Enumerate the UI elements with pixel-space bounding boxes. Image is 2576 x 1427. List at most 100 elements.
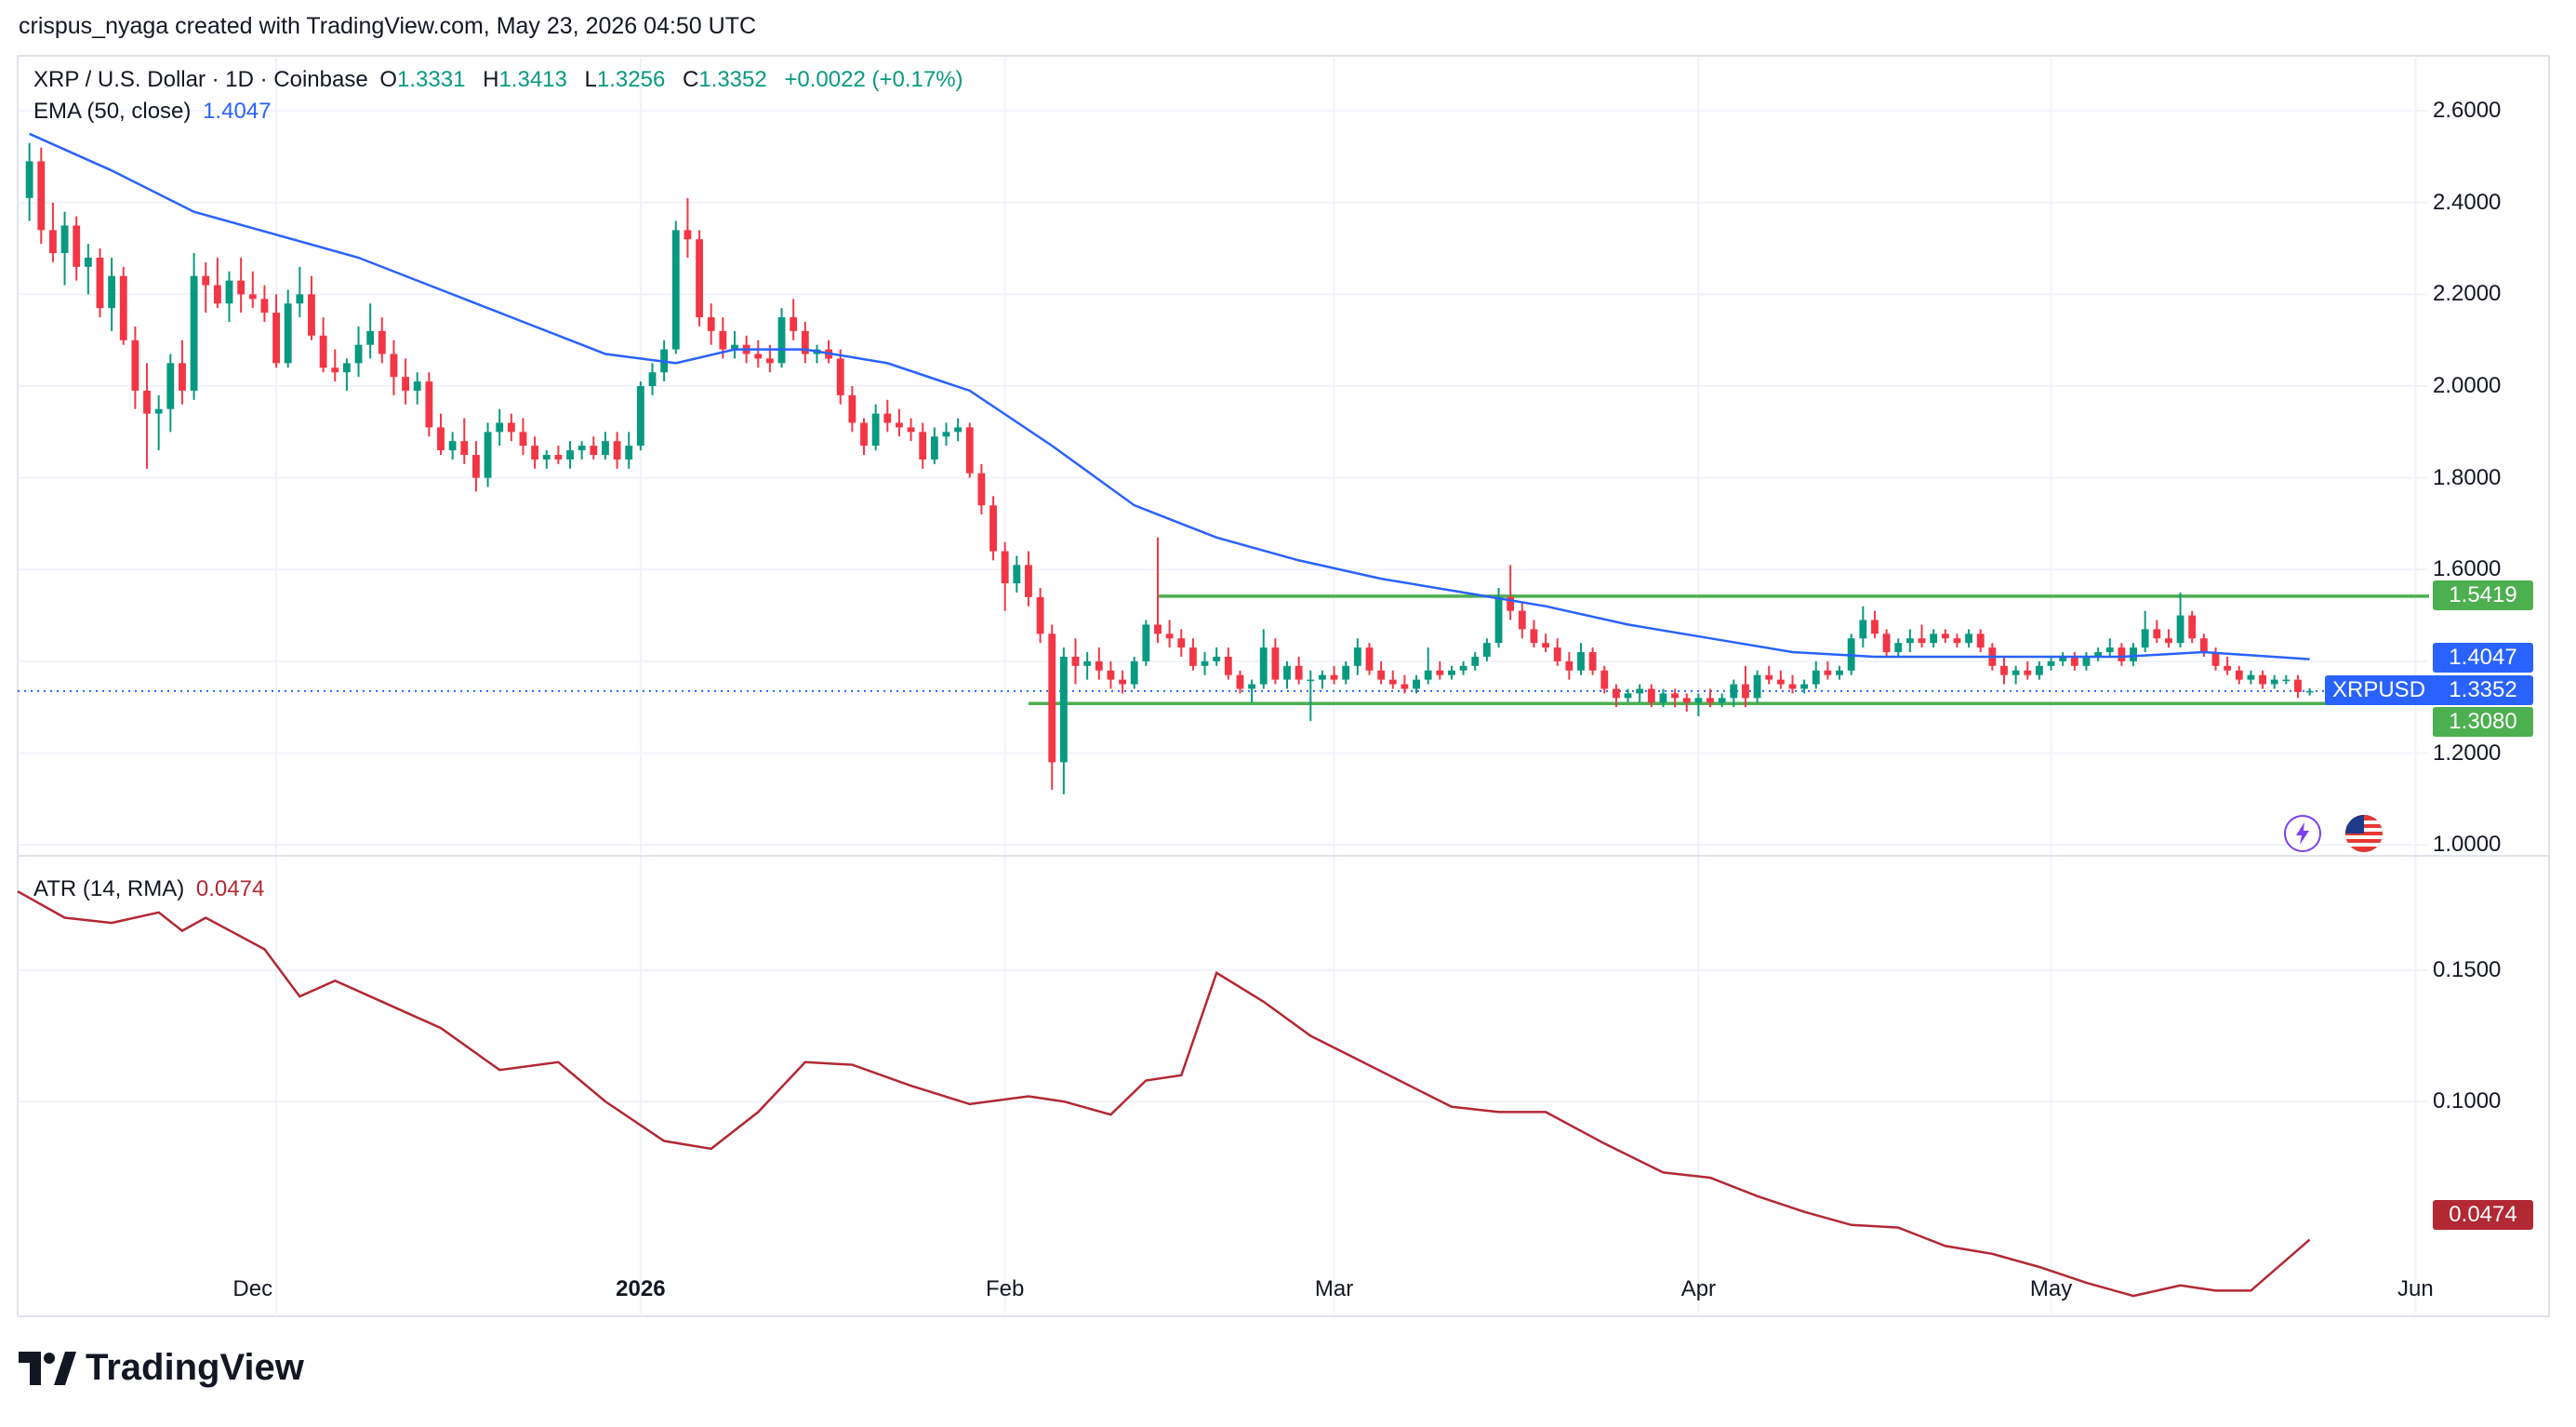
candle-body bbox=[1154, 624, 1162, 634]
candle-body bbox=[707, 317, 715, 331]
candle-body bbox=[2294, 679, 2302, 692]
candle bbox=[1624, 688, 1632, 703]
candle-body bbox=[1530, 629, 1538, 644]
candle-body bbox=[448, 441, 457, 451]
candle-body bbox=[1953, 638, 1961, 644]
candle bbox=[1718, 693, 1726, 708]
candle-body bbox=[2199, 638, 2208, 653]
symbol-name: XRP / U.S. Dollar · 1D · Coinbase bbox=[33, 67, 368, 92]
candle-body bbox=[1271, 647, 1280, 680]
candle-body bbox=[2176, 615, 2184, 644]
candle bbox=[119, 266, 127, 345]
candle-body bbox=[96, 257, 104, 309]
candle-body bbox=[883, 413, 892, 423]
atr-tick-label: 0.1000 bbox=[2433, 1088, 2502, 1114]
candle bbox=[2094, 647, 2103, 661]
ema-50-line bbox=[29, 132, 2310, 660]
candle bbox=[1482, 638, 1491, 661]
candle bbox=[1836, 665, 1843, 680]
candle-body bbox=[907, 427, 915, 433]
candle-body bbox=[1201, 660, 1209, 666]
candle bbox=[1518, 601, 1526, 639]
candle bbox=[1342, 660, 1350, 685]
candle bbox=[1507, 565, 1515, 620]
candle bbox=[613, 432, 621, 469]
candle bbox=[1001, 541, 1009, 611]
candle-body bbox=[1119, 679, 1126, 685]
candle bbox=[1776, 670, 1785, 689]
candle-body bbox=[1812, 670, 1820, 685]
candle bbox=[1859, 606, 1867, 648]
candle-body bbox=[1836, 670, 1843, 675]
lightning-icon[interactable] bbox=[2284, 815, 2321, 852]
candle-body bbox=[507, 422, 515, 433]
candle bbox=[96, 248, 104, 318]
candle-body bbox=[108, 275, 116, 309]
candle bbox=[1742, 665, 1749, 708]
us-flag-icon[interactable] bbox=[2345, 815, 2383, 852]
candle bbox=[2176, 592, 2184, 648]
candle-body bbox=[777, 317, 786, 364]
atr-legend[interactable]: ATR (14, RMA) 0.0474 bbox=[33, 876, 270, 902]
candle bbox=[1130, 656, 1138, 689]
price-tick-label: 1.0000 bbox=[2433, 832, 2502, 858]
price-tick-label: 1.6000 bbox=[2433, 556, 2502, 582]
candle bbox=[190, 253, 198, 400]
candle bbox=[225, 271, 233, 322]
candle-body bbox=[37, 161, 46, 231]
candle-body bbox=[1424, 670, 1432, 680]
candle bbox=[1154, 537, 1162, 644]
ohlc-close-value: 1.3352 bbox=[698, 67, 767, 92]
candle-body bbox=[1965, 633, 1972, 644]
candle bbox=[2047, 656, 2055, 671]
candle bbox=[1882, 629, 1891, 657]
atr-legend-value: 0.0474 bbox=[195, 876, 265, 901]
candle-body bbox=[1706, 698, 1714, 703]
candle-body bbox=[602, 441, 609, 455]
candle-body bbox=[1565, 660, 1573, 671]
candle-body bbox=[719, 330, 727, 350]
candle bbox=[531, 436, 539, 469]
candle bbox=[1682, 693, 1691, 713]
candle bbox=[1588, 647, 1597, 675]
candle bbox=[1330, 665, 1338, 685]
candle bbox=[448, 432, 457, 460]
candle bbox=[554, 446, 563, 464]
candle-body bbox=[1742, 684, 1749, 699]
candle-body bbox=[1048, 633, 1056, 763]
candle bbox=[496, 408, 504, 447]
candle bbox=[1388, 670, 1397, 689]
candle bbox=[202, 261, 210, 313]
candle bbox=[625, 432, 633, 469]
candle bbox=[883, 399, 892, 433]
candle-body bbox=[1682, 698, 1691, 703]
candle-body bbox=[1319, 674, 1326, 680]
time-tick-label: Mar bbox=[1314, 1276, 1354, 1301]
tradingview-logo[interactable]: TradingView bbox=[19, 1347, 304, 1389]
main-legend[interactable]: XRP / U.S. Dollar · 1D · Coinbase O1.333… bbox=[33, 67, 969, 93]
ema-legend[interactable]: EMA (50, close) 1.4047 bbox=[33, 99, 276, 125]
candle bbox=[519, 418, 527, 455]
candle bbox=[1142, 620, 1150, 666]
candle bbox=[1542, 633, 1549, 653]
candle-body bbox=[519, 432, 527, 447]
candle bbox=[836, 349, 844, 405]
candle bbox=[319, 317, 327, 373]
candle bbox=[2070, 652, 2078, 671]
price-tick-label: 1.2000 bbox=[2433, 740, 2502, 766]
candle-body bbox=[166, 363, 175, 409]
candle-body bbox=[930, 436, 938, 460]
ohlc-high: H1.3413 bbox=[483, 67, 573, 92]
support-price-label: 1.3080 bbox=[2433, 707, 2533, 737]
candle-body bbox=[848, 394, 856, 423]
candle bbox=[1083, 652, 1092, 680]
candle bbox=[1436, 660, 1444, 680]
candle bbox=[1659, 688, 1667, 708]
candle bbox=[2294, 674, 2302, 699]
candle-body bbox=[2211, 652, 2220, 666]
candle-body bbox=[684, 230, 692, 240]
candle-body bbox=[2259, 674, 2266, 685]
candle-body bbox=[143, 390, 151, 414]
candle-body bbox=[648, 372, 657, 387]
